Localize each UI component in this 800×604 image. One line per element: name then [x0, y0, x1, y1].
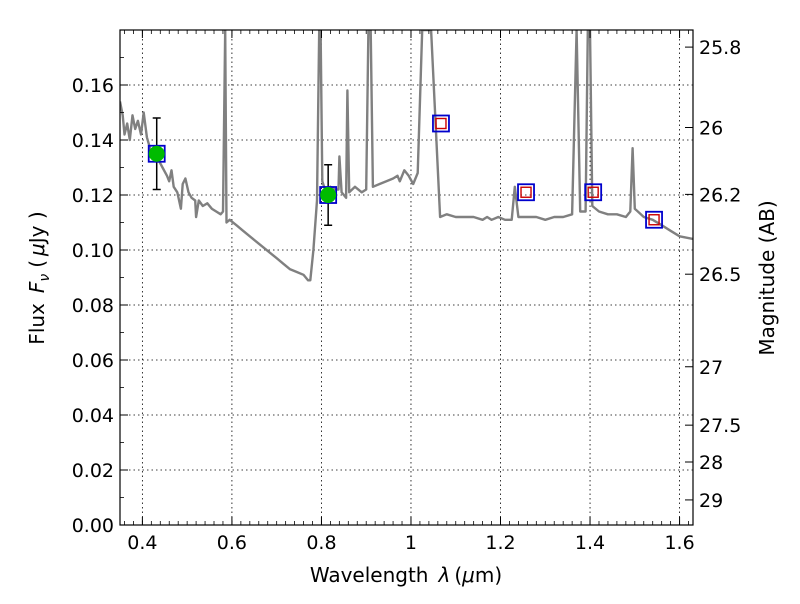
y2-axis-label: Magnitude (AB) — [755, 200, 779, 355]
y-axis-label-symbol: F — [25, 281, 49, 293]
y-axis-label: Flux Fν ( μJy ) — [25, 211, 53, 344]
mag-tick-label: 27 — [699, 357, 723, 379]
model-marker — [648, 214, 660, 226]
marker-layer — [147, 114, 663, 229]
x-tick-label: 1.4 — [575, 532, 605, 554]
observed-point — [148, 145, 165, 162]
x-tick-label: 1 — [405, 532, 417, 554]
observed-point — [320, 187, 337, 203]
y-tick-label: 0.10 — [72, 240, 114, 262]
x-axis-label-mu: μ — [461, 563, 475, 587]
tick-layer: 0.4 0.6 0.8 1 1.2 1.4 1.6 0.00 0.02 0.04 0.06 0.08 0… — [72, 30, 741, 554]
synthetic-box — [432, 114, 450, 133]
y-tick-label: 0.06 — [72, 350, 114, 372]
y-axis-label-unit: Jy ) — [25, 211, 49, 245]
y-axis-label-text: Flux — [25, 303, 49, 345]
y-axis-label-mu: μ — [25, 243, 49, 257]
synthetic-box — [584, 183, 603, 202]
y-tick-label: 0.04 — [72, 405, 114, 427]
x-tick-label: 1.2 — [485, 532, 515, 554]
model-marker — [587, 186, 599, 198]
model-marker — [520, 186, 532, 198]
synthetic-box — [517, 183, 535, 202]
y-tick-label: 0.00 — [72, 515, 114, 537]
x-tick-label: 0.4 — [127, 532, 157, 554]
y-tick-label: 0.12 — [72, 185, 114, 207]
x-axis-label-unit: m) — [475, 563, 502, 587]
spectrum-layer — [120, 30, 693, 282]
x-tick-label: 0.8 — [306, 532, 336, 554]
mag-tick-label: 26 — [699, 118, 723, 140]
mag-tick-label: 29 — [699, 490, 723, 512]
y-axis-label-subscript: ν — [37, 274, 53, 282]
x-axis-label: Wavelength λ (μm) — [310, 563, 502, 587]
x-tick-label: 1.6 — [664, 532, 694, 554]
mag-tick-label: 26.5 — [699, 264, 741, 286]
y-tick-label: 0.02 — [72, 460, 114, 482]
mag-tick-label: 25.8 — [699, 37, 741, 59]
synthetic-box — [645, 210, 663, 229]
x-axis-label-open: ( — [454, 563, 462, 587]
mag-tick-label: 26.2 — [699, 184, 741, 206]
y-tick-label: 0.08 — [72, 295, 114, 317]
x-tick-label: 0.6 — [217, 532, 247, 554]
model-marker — [435, 117, 447, 130]
x-axis-label-text: Wavelength — [310, 563, 429, 587]
y-axis-label-open: ( — [25, 260, 49, 268]
spectrum-line — [120, 30, 693, 282]
y-tick-label: 0.16 — [72, 75, 114, 97]
mag-tick-label: 28 — [699, 452, 723, 474]
x-axis-label-symbol: λ — [437, 563, 450, 587]
mag-tick-label: 27.5 — [699, 415, 741, 437]
y-tick-label: 0.14 — [72, 130, 114, 152]
